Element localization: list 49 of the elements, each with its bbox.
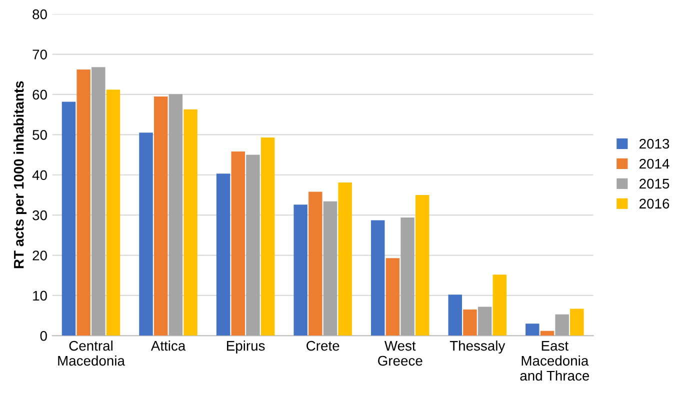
y-tick-label: 0 [40, 331, 47, 341]
y-tick-label: 10 [33, 290, 47, 301]
bar [448, 294, 462, 336]
bar [154, 96, 168, 336]
y-tick-label: 40 [32, 170, 47, 180]
bar [526, 324, 540, 336]
legend-label: 2014 [640, 158, 670, 169]
y-tick-label: 20 [32, 250, 47, 260]
bar [463, 310, 477, 336]
bar [400, 217, 414, 336]
bar [294, 204, 308, 336]
bar [415, 194, 430, 336]
bar [323, 201, 338, 336]
bar [478, 306, 492, 336]
legend-label: 2013 [640, 138, 670, 149]
bar [62, 102, 76, 336]
x-tick-label: Epirus [227, 340, 265, 354]
y-tick-label: 60 [32, 90, 47, 100]
x-tick-label: Thessaly [450, 340, 506, 354]
x-tick-label: Crete [306, 340, 340, 351]
x-tick-label: West Greece [378, 341, 422, 366]
y-tick-label: 50 [32, 130, 47, 140]
bar [570, 308, 584, 336]
bar [76, 70, 90, 336]
y-tick-label: 70 [32, 50, 47, 60]
bar [246, 154, 260, 336]
y-tick-label: 30 [32, 210, 47, 220]
bar [260, 137, 275, 336]
bar [386, 258, 400, 336]
bar [338, 182, 352, 336]
x-tick-label: Central Macedonia [58, 340, 125, 366]
bar [216, 174, 230, 336]
y-tick-label: 80 [32, 9, 47, 20]
bar [540, 330, 554, 336]
bar [168, 94, 183, 336]
bar [106, 90, 120, 336]
x-tick-label: East Macedonia and Thrace [520, 341, 590, 381]
x-tick-label: Attica [150, 340, 186, 351]
bar [492, 274, 507, 336]
bar [184, 109, 198, 336]
legend-label: 2016 [640, 198, 670, 209]
bar [92, 67, 106, 336]
y-axis-title: RT acts per 1000 inhabitants [14, 81, 26, 268]
bar [308, 192, 322, 336]
legend-label: 2015 [640, 178, 670, 189]
bar [139, 132, 153, 336]
bar [370, 220, 385, 336]
bar [555, 314, 569, 336]
bar [231, 152, 245, 336]
